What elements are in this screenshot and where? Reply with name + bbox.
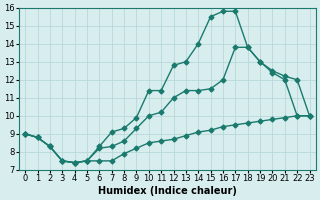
X-axis label: Humidex (Indice chaleur): Humidex (Indice chaleur): [98, 186, 237, 196]
